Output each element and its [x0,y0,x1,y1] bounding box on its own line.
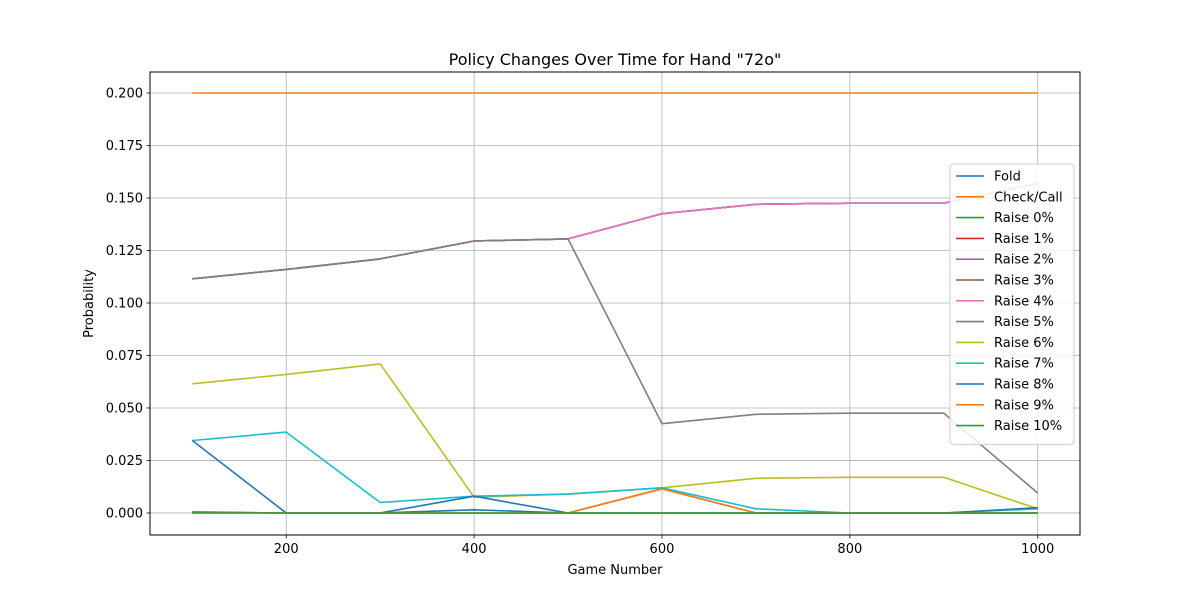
legend-label: Check/Call [994,190,1063,205]
legend-label: Fold [994,170,1021,185]
x-tick-label: 400 [462,542,487,557]
y-ticks: 0.000 0.025 0.050 0.075 0.100 0.125 0.150 0.175… [106,86,150,521]
y-tick-label: 0.050 [106,401,143,416]
legend-label: Raise 2% [994,253,1054,268]
x-tick-label: 800 [837,542,862,557]
y-tick-label: 0.175 [106,139,143,154]
legend-label: Raise 4% [994,294,1054,309]
x-tick-label: 1000 [1021,542,1054,557]
y-tick-label: 0.150 [106,191,143,206]
x-tick-label: 200 [274,542,299,557]
chart-title: Policy Changes Over Time for Hand "72o" [449,50,782,69]
y-tick-label: 0.025 [106,454,143,469]
x-ticks: 200 400 600 800 1000 [274,535,1054,557]
x-axis-label: Game Number [567,563,663,578]
y-tick-label: 0.075 [106,349,143,364]
y-axis-label: Probability [82,269,97,338]
series-lines [191,92,1039,514]
legend-label: Raise 9% [994,398,1054,413]
y-tick-label: 0.000 [106,506,143,521]
legend-label: Raise 3% [994,274,1054,289]
y-tick-label: 0.200 [106,86,143,101]
legend-label: Raise 10% [994,419,1062,434]
series-line-raise-5 [192,238,1039,494]
legend: Fold Check/Call Raise 0% Raise 1% Raise 2% Ra… [949,163,1075,445]
legend-label: Raise 8% [994,378,1054,393]
legend-label: Raise 1% [994,232,1054,247]
legend-label: Raise 5% [994,315,1054,330]
legend-label: Raise 6% [994,336,1054,351]
x-tick-label: 600 [650,542,675,557]
plot-frame [149,71,1081,536]
legend-box [949,163,1075,445]
legend-label: Raise 0% [994,211,1054,226]
y-tick-label: 0.125 [106,244,143,259]
legend-label: Raise 7% [994,357,1054,372]
y-tick-label: 0.100 [106,296,143,311]
